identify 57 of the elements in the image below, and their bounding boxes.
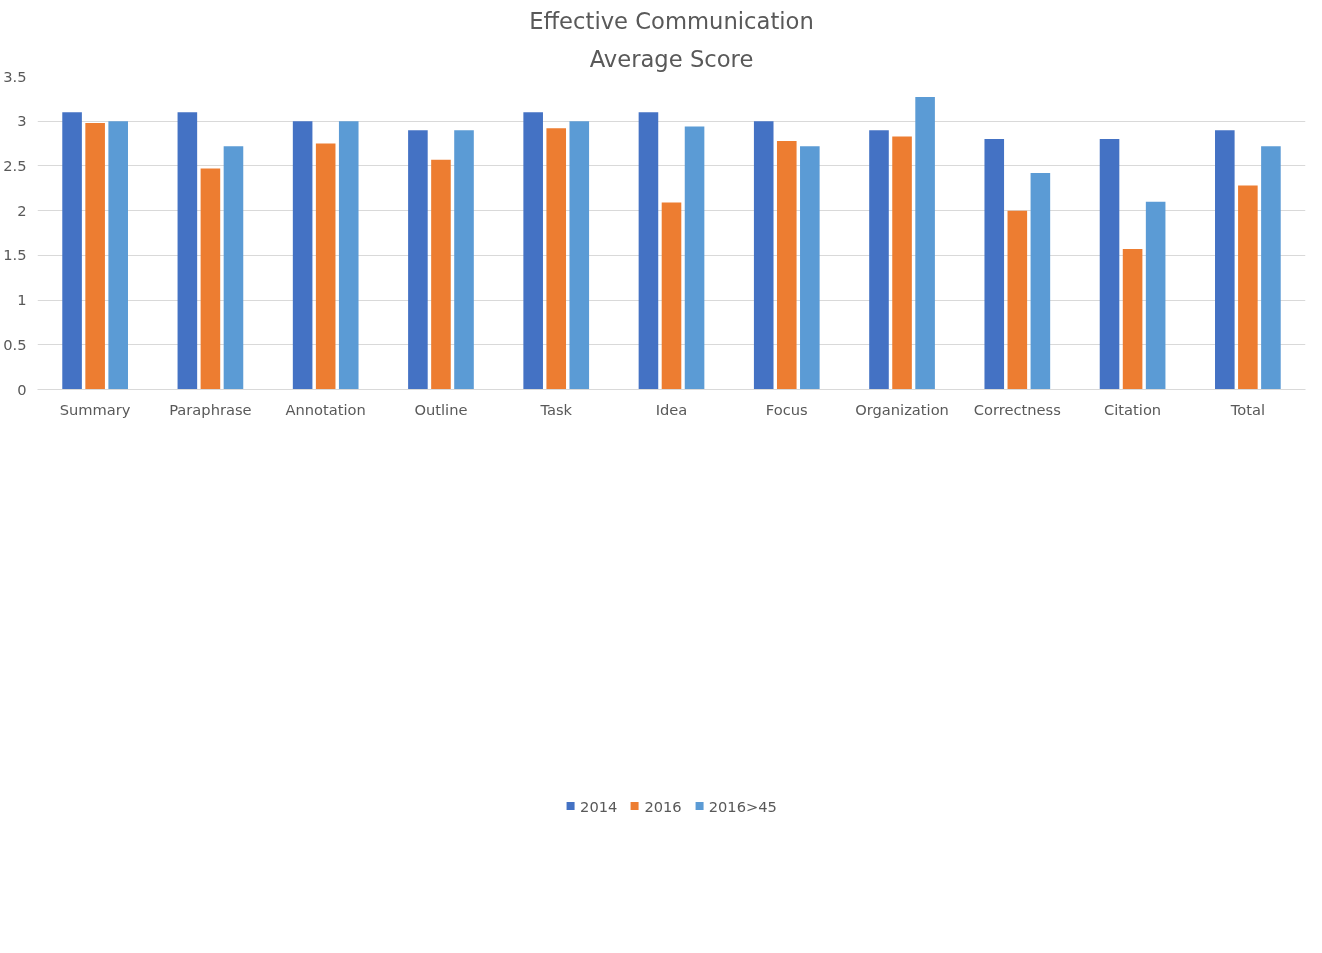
- y-tick-label: 0.5: [3, 335, 27, 353]
- x-tick-label: Citation: [1104, 400, 1162, 418]
- bar: [408, 130, 428, 390]
- x-tick-label: Outline: [414, 400, 468, 418]
- chart-subtitle: Average Score: [589, 45, 754, 72]
- bar: [523, 112, 543, 390]
- y-tick-label: 3.5: [3, 67, 27, 85]
- x-tick-label: Correctness: [973, 400, 1061, 418]
- y-tick-label: 2.5: [3, 156, 27, 174]
- bar: [984, 139, 1005, 390]
- bar: [800, 146, 820, 390]
- bar: [62, 112, 82, 390]
- bar: [661, 202, 682, 390]
- bar: [177, 112, 198, 390]
- bar: [315, 143, 336, 390]
- bar: [776, 140, 797, 390]
- x-tick-label: Annotation: [285, 400, 366, 418]
- bar: [684, 126, 705, 390]
- bar: [915, 97, 935, 390]
- bar: [338, 121, 359, 390]
- legend-label: 2016: [644, 797, 682, 815]
- x-tick-label: Task: [539, 400, 573, 418]
- bar: [1145, 201, 1166, 390]
- bar: [85, 123, 105, 390]
- bar: [1261, 146, 1281, 390]
- y-tick-label: 1.5: [3, 246, 27, 264]
- bar: [569, 121, 590, 390]
- legend-label: 2014: [580, 797, 618, 815]
- x-tick-label: Focus: [765, 400, 808, 418]
- bar: [753, 121, 774, 390]
- bar: [1099, 139, 1120, 390]
- bar: [1122, 249, 1143, 390]
- bar: [200, 168, 221, 390]
- bar: [1030, 173, 1051, 390]
- bar: [431, 159, 451, 390]
- bar: [638, 112, 659, 390]
- bar: [546, 128, 567, 390]
- bar: [292, 121, 313, 390]
- y-tick-label: 1: [17, 291, 27, 309]
- y-tick-label: 2: [17, 201, 27, 219]
- bar: [1007, 210, 1028, 390]
- y-tick-label: 0: [17, 380, 27, 398]
- x-tick-label: Summary: [59, 400, 131, 418]
- bar: [108, 121, 128, 390]
- bar: [223, 146, 244, 390]
- y-tick-label: 3: [17, 112, 27, 130]
- x-tick-label: Paraphrase: [169, 400, 252, 418]
- chart-title: Effective Communication: [529, 7, 814, 34]
- legend-label: 2016>45: [708, 797, 777, 815]
- bar: [1238, 185, 1258, 390]
- x-tick-label: Idea: [655, 400, 688, 418]
- bar: [869, 130, 889, 390]
- x-tick-label: Total: [1229, 400, 1265, 418]
- bar: [454, 130, 474, 390]
- bar: [892, 136, 912, 390]
- bar: [1215, 130, 1235, 390]
- x-tick-label: Organization: [855, 400, 949, 418]
